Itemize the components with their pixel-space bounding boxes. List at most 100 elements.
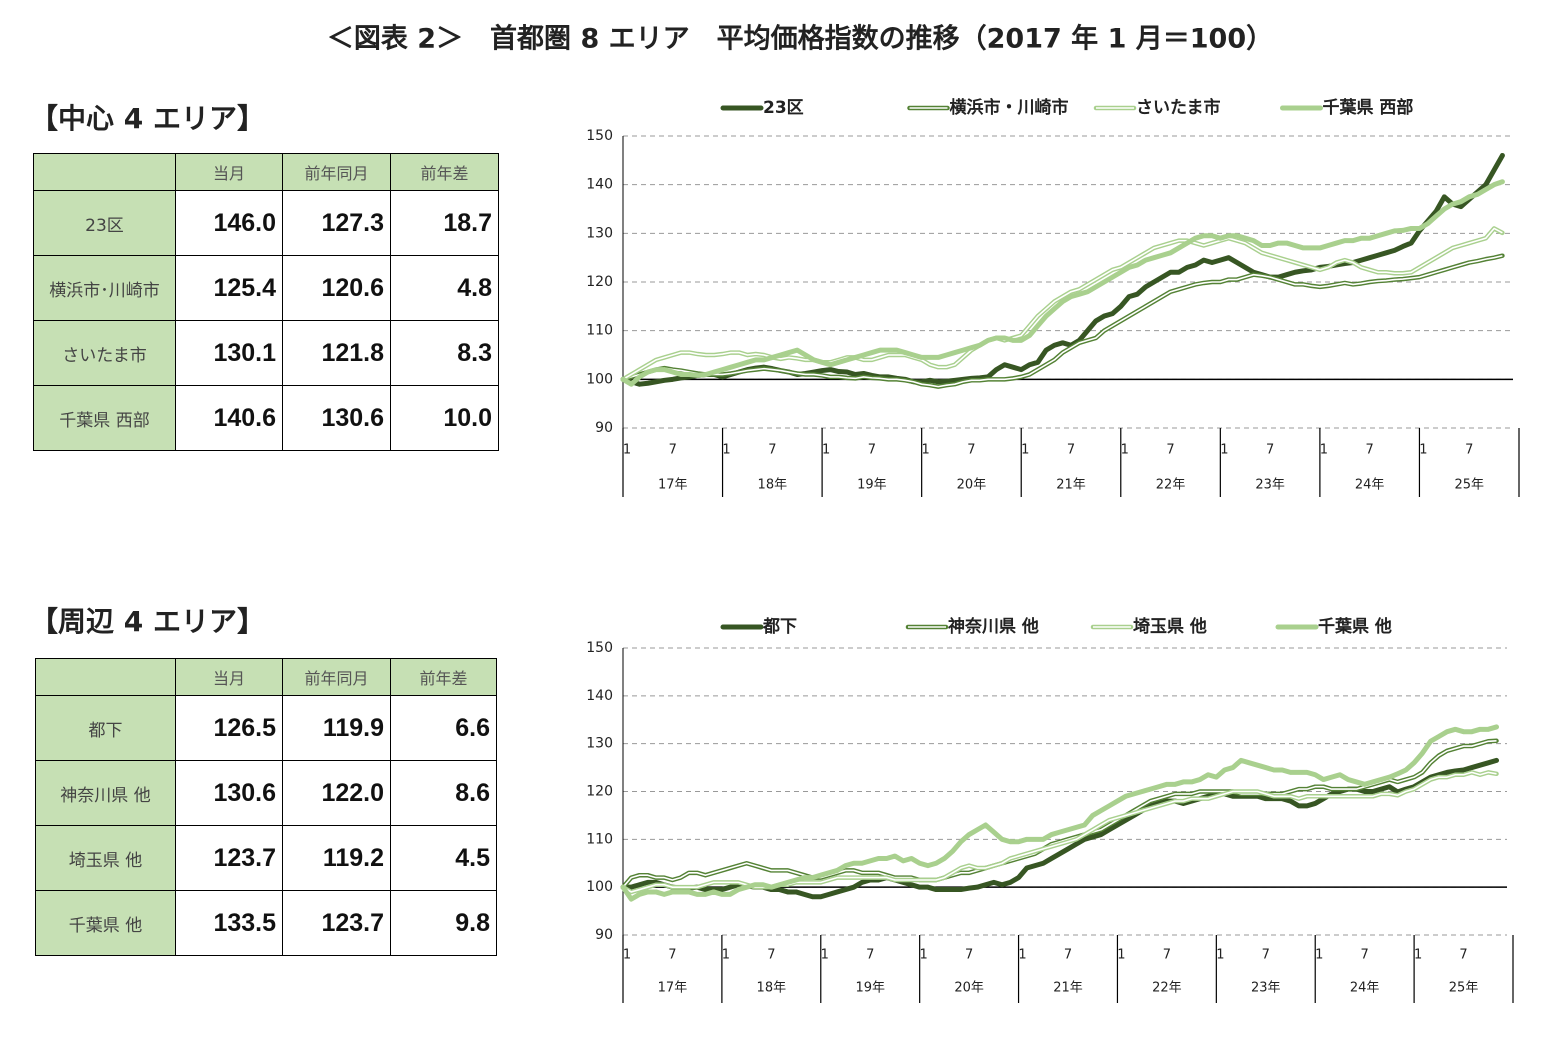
x-tick-label: 7 <box>1266 443 1274 458</box>
value-cell: 146.0 <box>175 190 283 256</box>
x-tick-label: 1 <box>623 948 631 963</box>
value-cell: 140.6 <box>175 385 283 451</box>
legend-label: 横浜市・川崎市 <box>950 97 1069 118</box>
x-group-label: 20年 <box>954 981 984 996</box>
value-cell: 8.3 <box>390 320 499 386</box>
value-cell: 119.2 <box>282 825 391 891</box>
row-label: 都下 <box>35 695 176 761</box>
y-tick-label: 140 <box>586 177 613 193</box>
legend-item: 都下 <box>720 616 797 637</box>
x-group-label: 19年 <box>855 981 885 996</box>
x-group-label: 18年 <box>757 981 787 996</box>
row-label: 横浜市･川崎市 <box>33 255 176 321</box>
x-tick-label: 1 <box>722 948 730 963</box>
series-line-inner <box>622 740 1497 888</box>
series-line-inner <box>622 254 1503 388</box>
x-tick-label: 1 <box>1021 443 1029 458</box>
table-row: 神奈川県 他 130.6 122.0 8.6 <box>35 760 497 826</box>
data-table: 当月 前年同月 前年差 都下 126.5 119.9 6.6 神奈川県 他 130.6 122.0… <box>35 658 497 956</box>
x-tick-label: 7 <box>767 948 775 963</box>
x-tick-label: 7 <box>1064 948 1072 963</box>
x-group-label: 23年 <box>1251 981 1281 996</box>
section-heading: 【周辺 4 エリア】 <box>30 605 265 638</box>
x-tick-label: 1 <box>1018 948 1026 963</box>
header-row: 当月 前年同月 前年差 <box>33 153 499 191</box>
x-tick-label: 1 <box>623 443 631 458</box>
x-group-label: 17年 <box>658 981 688 996</box>
y-tick-label: 100 <box>586 879 613 895</box>
series-line <box>620 724 1500 902</box>
row-label: さいたま市 <box>33 320 176 386</box>
column-header: 前年同月 <box>282 153 391 191</box>
row-label: 神奈川県 他 <box>35 760 176 826</box>
x-tick-label: 1 <box>1419 443 1427 458</box>
y-tick-label: 100 <box>586 371 613 387</box>
value-cell: 8.6 <box>390 760 497 826</box>
column-header: 前年差 <box>390 658 497 696</box>
y-tick-label: 90 <box>595 420 613 436</box>
x-group-label: 19年 <box>857 478 887 493</box>
legend-label: 23区 <box>763 98 804 118</box>
x-group-label: 25年 <box>1449 981 1479 996</box>
y-tick-label: 110 <box>586 323 613 339</box>
x-tick-label: 7 <box>768 443 776 458</box>
x-group-label: 17年 <box>658 478 688 493</box>
legend-item: さいたま市 <box>1093 97 1221 118</box>
page-title: ＜図表 2＞ 首都圏 8 エリア 平均価格指数の推移（2017 年 1 月＝10… <box>327 23 1273 55</box>
x-tick-label: 7 <box>1459 948 1467 963</box>
corner-cell <box>33 153 176 191</box>
series-line <box>620 757 1500 900</box>
chart: 90 100 110 120 130 140 150 1 7 1 7 1 7 1 7 1 7 1 7 1 7 1 7 1 7 17… <box>586 616 1514 1003</box>
x-tick-label: 7 <box>965 948 973 963</box>
legend-label: 神奈川県 他 <box>948 616 1039 637</box>
table-row: 横浜市･川崎市 125.4 120.6 4.8 <box>33 255 499 321</box>
header-row: 当月 前年同月 前年差 <box>35 658 497 696</box>
x-tick-label: 1 <box>1414 948 1422 963</box>
y-tick-label: 120 <box>586 274 613 290</box>
x-tick-label: 7 <box>1163 948 1171 963</box>
value-cell: 121.8 <box>282 320 391 386</box>
table-row: 千葉県 西部 140.6 130.6 10.0 <box>33 385 499 451</box>
x-tick-label: 1 <box>822 443 830 458</box>
x-tick-label: 1 <box>1220 443 1228 458</box>
x-group-label: 22年 <box>1156 478 1186 493</box>
value-cell: 133.5 <box>175 890 283 956</box>
y-tick-label: 140 <box>586 688 613 704</box>
chart: 90 100 110 120 130 140 150 1 7 1 7 1 7 1 7 1 7 1 7 1 7 1 7 1 7 17… <box>586 97 1520 497</box>
y-tick-label: 130 <box>586 225 613 241</box>
column-header: 前年同月 <box>282 658 391 696</box>
x-tick-label: 7 <box>1166 443 1174 458</box>
value-cell: 4.8 <box>390 255 499 321</box>
x-tick-label: 1 <box>920 948 928 963</box>
x-tick-label: 1 <box>821 948 829 963</box>
value-cell: 126.5 <box>175 695 283 761</box>
y-tick-label: 90 <box>595 927 613 943</box>
x-tick-label: 1 <box>722 443 730 458</box>
legend-item: 埼玉県 他 <box>1090 616 1207 637</box>
x-tick-label: 1 <box>922 443 930 458</box>
value-cell: 130.6 <box>282 385 391 451</box>
x-group-label: 25年 <box>1454 478 1484 493</box>
legend-label: 埼玉県 他 <box>1133 616 1207 637</box>
legend-item: 千葉県 西部 <box>1280 97 1414 118</box>
x-tick-label: 7 <box>866 948 874 963</box>
y-tick-label: 110 <box>586 831 613 847</box>
x-tick-label: 7 <box>1366 443 1374 458</box>
value-cell: 125.4 <box>175 255 283 321</box>
x-group-label: 24年 <box>1355 478 1385 493</box>
x-tick-label: 7 <box>967 443 975 458</box>
legend-item: 神奈川県 他 <box>905 616 1039 637</box>
y-tick-label: 120 <box>586 784 613 800</box>
x-tick-label: 1 <box>1320 443 1328 458</box>
x-group-label: 20年 <box>957 478 987 493</box>
legend-label: 千葉県 西部 <box>1323 97 1414 118</box>
value-cell: 10.0 <box>390 385 499 451</box>
table-row: 千葉県 他 133.5 123.7 9.8 <box>35 890 497 956</box>
x-tick-label: 7 <box>1262 948 1270 963</box>
x-group-label: 21年 <box>1056 478 1086 493</box>
value-cell: 130.1 <box>175 320 283 386</box>
x-tick-label: 1 <box>1121 443 1129 458</box>
row-label: 埼玉県 他 <box>35 825 176 891</box>
